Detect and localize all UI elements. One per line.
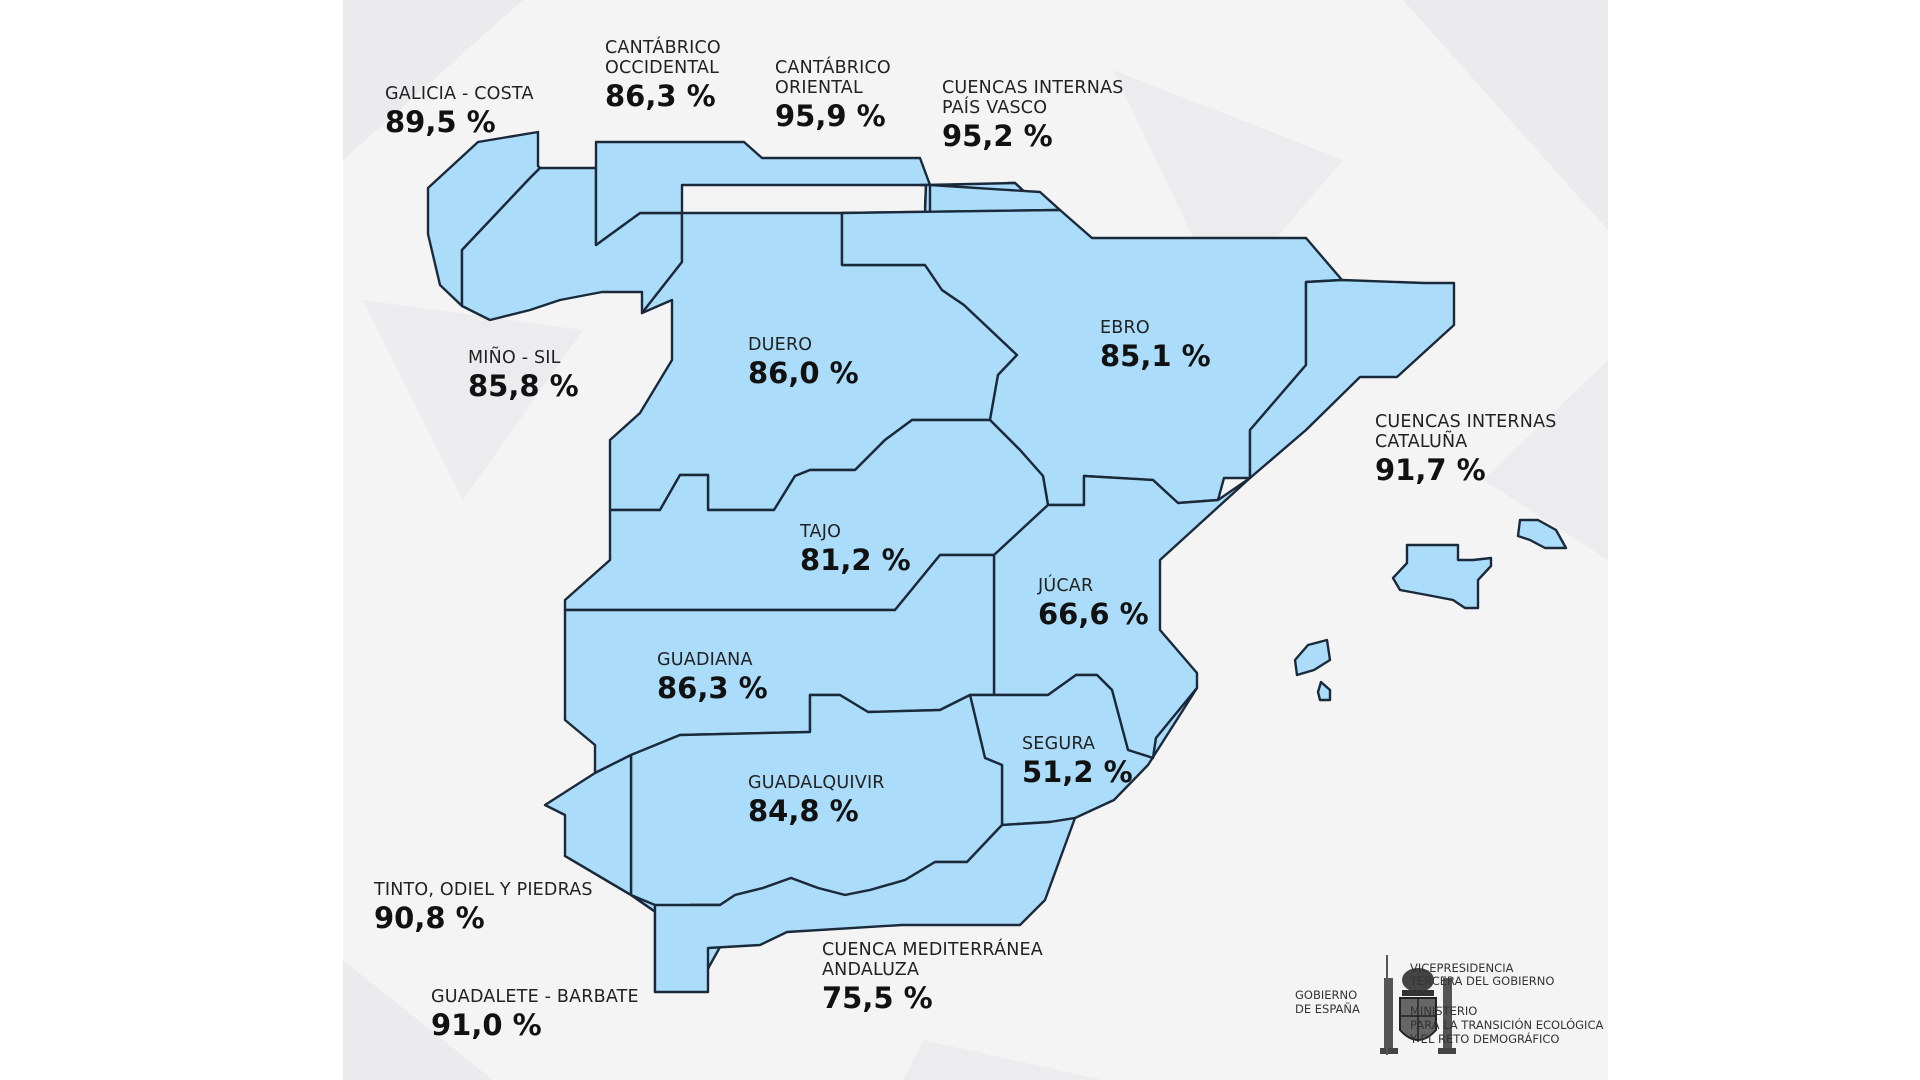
background-pattern	[343, 0, 1608, 1080]
label-jucar: JÚCAR 66,6 %	[1038, 576, 1149, 629]
basin-name: GUADALQUIVIR	[748, 773, 885, 793]
basin-name: EBRO	[1100, 318, 1150, 338]
label-cuencas-internas-pais-vasco: CUENCAS INTERNAS PAÍS VASCO 95,2 %	[942, 78, 1124, 151]
basin-name: CUENCAS INTERNAS CATALUÑA	[1375, 412, 1557, 452]
label-guadalquivir: GUADALQUIVIR 84,8 %	[748, 773, 885, 826]
basin-value: 89,5 %	[385, 105, 496, 139]
label-guadalete-barbate: GUADALETE - BARBATE 91,0 %	[431, 987, 639, 1040]
basin-name: CUENCA MEDITERRÁNEA ANDALUZA	[822, 940, 1043, 980]
basin-value: 85,8 %	[468, 369, 579, 403]
basin-value: 51,2 %	[1022, 755, 1133, 789]
basin-name: CUENCAS INTERNAS PAÍS VASCO	[942, 78, 1124, 118]
government-label: GOBIERNO DE ESPAÑA	[1295, 988, 1360, 1016]
label-cuenca-mediterranea-andaluza: CUENCA MEDITERRÁNEA ANDALUZA 75,5 %	[822, 940, 1043, 1013]
region-cantabrico-occidental[interactable]	[594, 140, 932, 247]
basin-value: 85,1 %	[1100, 339, 1211, 373]
basin-value: 95,2 %	[942, 119, 1053, 153]
region-cuenca-mediterranea-andaluza[interactable]	[653, 816, 1077, 994]
label-cuencas-internas-cataluna: CUENCAS INTERNAS CATALUÑA 91,7 %	[1375, 412, 1557, 485]
island-ibiza	[1293, 638, 1332, 677]
region-tinto-odiel-piedras[interactable]	[543, 753, 633, 897]
ministry-label: MINISTERIO PARA LA TRANSICIÓN ECOLÓGICA …	[1410, 1004, 1604, 1046]
basin-name: SEGURA	[1022, 734, 1096, 754]
basin-value: 84,8 %	[748, 794, 859, 828]
basin-name: GUADALETE - BARBATE	[431, 987, 639, 1007]
basin-name: GUADIANA	[657, 650, 753, 670]
label-mino-sil: MIÑO - SIL 85,8 %	[468, 348, 579, 401]
basin-name: GALICIA - COSTA	[385, 84, 534, 104]
island-mallorca	[1391, 543, 1493, 610]
label-tajo: TAJO 81,2 %	[800, 522, 911, 575]
label-cantabrico-occidental: CANTÁBRICO OCCIDENTAL 86,3 %	[605, 38, 721, 111]
island-formentera	[1316, 680, 1332, 702]
basin-value: 91,0 %	[431, 1008, 542, 1042]
label-tinto-odiel-piedras: TINTO, ODIEL Y PIEDRAS 90,8 %	[374, 880, 593, 933]
basin-value: 75,5 %	[822, 981, 933, 1015]
basin-name: DUERO	[748, 335, 813, 355]
basin-value: 81,2 %	[800, 543, 911, 577]
label-galicia-costa: GALICIA - COSTA 89,5 %	[385, 84, 534, 137]
basin-name: MIÑO - SIL	[468, 348, 561, 368]
logo-divider	[1386, 955, 1388, 1055]
basin-value: 86,3 %	[657, 671, 768, 705]
basin-value: 90,8 %	[374, 901, 485, 935]
basin-value: 91,7 %	[1375, 453, 1486, 487]
basin-name: CANTÁBRICO ORIENTAL	[775, 58, 891, 98]
label-ebro: EBRO 85,1 %	[1100, 318, 1211, 371]
basin-name: TAJO	[800, 522, 842, 542]
vicepresidency-label: VICEPRESIDENCIA TERCERA DEL GOBIERNO	[1410, 961, 1555, 988]
region-cuencas-internas-cataluna[interactable]	[1248, 278, 1456, 480]
basin-name: TINTO, ODIEL Y PIEDRAS	[374, 880, 593, 900]
label-duero: DUERO 86,0 %	[748, 335, 859, 388]
basin-name: JÚCAR	[1038, 576, 1094, 596]
basin-value: 86,3 %	[605, 79, 716, 113]
basin-name: CANTÁBRICO OCCIDENTAL	[605, 38, 721, 78]
island-menorca	[1516, 518, 1568, 550]
label-cantabrico-oriental: CANTÁBRICO ORIENTAL 95,9 %	[775, 58, 891, 131]
basin-value: 66,6 %	[1038, 597, 1149, 631]
basin-value: 86,0 %	[748, 356, 859, 390]
basin-value: 95,9 %	[775, 99, 886, 133]
coat-of-arms-icon	[1380, 968, 1456, 1054]
label-segura: SEGURA 51,2 %	[1022, 734, 1133, 787]
label-guadiana: GUADIANA 86,3 %	[657, 650, 768, 703]
